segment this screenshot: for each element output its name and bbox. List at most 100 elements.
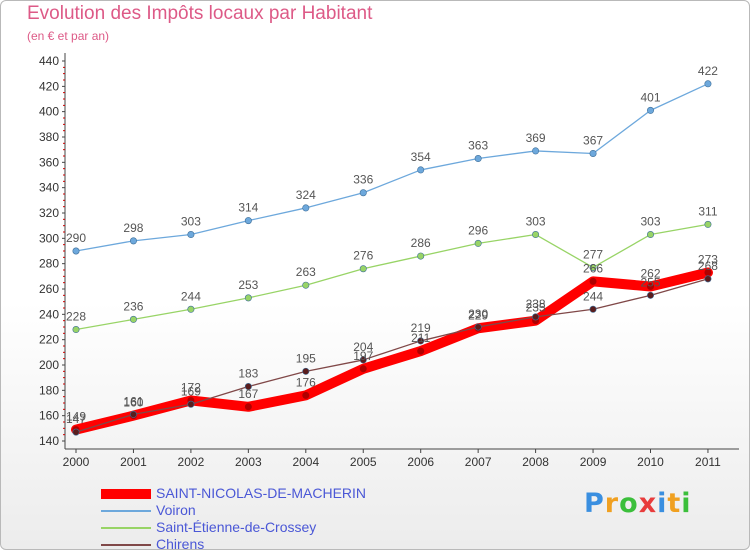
data-label: 324 [296, 188, 316, 202]
data-label: 236 [123, 299, 143, 313]
data-label: 401 [640, 90, 660, 104]
chart-title: Evolution des Impôts locaux par Habitant [27, 3, 373, 24]
data-label: 219 [411, 321, 431, 335]
series-line-3 [75, 278, 709, 433]
data-point [187, 231, 195, 239]
data-label: 195 [296, 351, 316, 365]
data-point [244, 294, 252, 302]
data-label: 303 [526, 215, 546, 229]
data-label: 314 [238, 201, 258, 215]
data-label: 354 [411, 150, 431, 164]
data-point [704, 220, 712, 228]
logo-letter: i [657, 488, 668, 519]
data-label: 268 [698, 259, 718, 273]
data-point [244, 383, 252, 391]
data-label: 172 [181, 380, 201, 394]
data-point [244, 217, 252, 225]
data-label: 235 [526, 301, 546, 315]
data-point [301, 390, 311, 400]
proxiti-logo: Proxiti [584, 488, 692, 519]
y-tick-label: 300 [39, 231, 59, 245]
data-label: 147 [66, 412, 86, 426]
y-tick-label: 260 [39, 282, 59, 296]
data-label: 298 [123, 221, 143, 235]
data-point [302, 367, 310, 375]
data-point [302, 204, 310, 212]
chart-subtitle: (en € et par an) [27, 29, 110, 43]
data-point [416, 346, 426, 356]
x-tick-label: 2011 [695, 455, 721, 469]
data-label: 422 [698, 64, 718, 78]
data-label: 369 [526, 131, 546, 145]
data-point [358, 364, 368, 374]
y-tick-label: 180 [39, 383, 59, 397]
data-label: 211 [411, 331, 430, 345]
x-tick-label: 2009 [580, 455, 607, 469]
legend-label: Chirens [156, 536, 205, 550]
data-label: 183 [238, 367, 258, 381]
data-label: 197 [353, 349, 373, 363]
data-label: 273 [698, 253, 718, 267]
data-label: 262 [640, 266, 660, 280]
x-tick-label: 2008 [522, 455, 549, 469]
data-label: 336 [353, 173, 373, 187]
data-label: 290 [66, 231, 86, 245]
data-label: 238 [526, 297, 546, 311]
data-label: 167 [238, 387, 258, 401]
data-point [129, 315, 137, 323]
data-point [589, 305, 597, 313]
y-tick-label: 140 [39, 434, 59, 448]
y-tick-label: 360 [39, 155, 59, 169]
data-point [646, 231, 654, 239]
data-point [589, 149, 597, 157]
data-point [187, 305, 195, 313]
x-tick-label: 2003 [235, 455, 262, 469]
legend-swatch [101, 489, 151, 499]
chart-axes: 140 160 180 200 220 240 260 280 300 320 340 360 380 4… [39, 53, 739, 469]
logo-letter: i [681, 488, 692, 519]
data-label: 363 [468, 139, 488, 153]
x-tick-label: 2002 [178, 455, 205, 469]
data-label: 161 [123, 394, 143, 408]
series-layer [71, 80, 713, 436]
data-label: 277 [583, 247, 603, 261]
logo-letter: P [584, 488, 605, 519]
data-label: 204 [353, 340, 373, 354]
legend-label: SAINT-NICOLAS-DE-MACHERIN [156, 485, 367, 501]
y-tick-label: 440 [39, 54, 59, 68]
data-label: 160 [123, 396, 143, 410]
data-label: 263 [296, 265, 316, 279]
data-point [302, 281, 310, 289]
x-tick-label: 2005 [350, 455, 377, 469]
data-point [359, 189, 367, 197]
data-label: 286 [411, 236, 431, 250]
y-tick-label: 320 [39, 206, 59, 220]
data-label: 244 [181, 289, 201, 303]
data-label: 149 [66, 410, 86, 424]
data-label: 244 [583, 289, 603, 303]
data-label: 303 [640, 215, 660, 229]
series-line-1 [75, 83, 709, 252]
data-label: 296 [468, 223, 488, 237]
y-tick-label: 200 [39, 358, 59, 372]
data-label: 255 [640, 275, 660, 289]
data-label: 266 [583, 261, 603, 275]
data-point [532, 231, 540, 239]
y-tick-label: 220 [39, 333, 59, 347]
y-tick-label: 240 [39, 307, 59, 321]
logo-letter: r [604, 488, 620, 519]
data-point [646, 291, 654, 299]
y-tick-label: 280 [39, 257, 59, 271]
data-point [474, 155, 482, 163]
data-point [417, 252, 425, 260]
series-line-2 [75, 223, 709, 331]
y-tick-label: 340 [39, 181, 59, 195]
legend-label: Voiron [156, 502, 196, 518]
data-point [359, 265, 367, 273]
data-labels-layer: 290 298 303 314 324 336 354 363 369 367 401 422 228 2… [66, 64, 718, 426]
data-point [588, 276, 598, 286]
data-label: 229 [468, 308, 488, 322]
data-label: 311 [698, 204, 717, 218]
y-tick-label: 160 [39, 409, 59, 423]
